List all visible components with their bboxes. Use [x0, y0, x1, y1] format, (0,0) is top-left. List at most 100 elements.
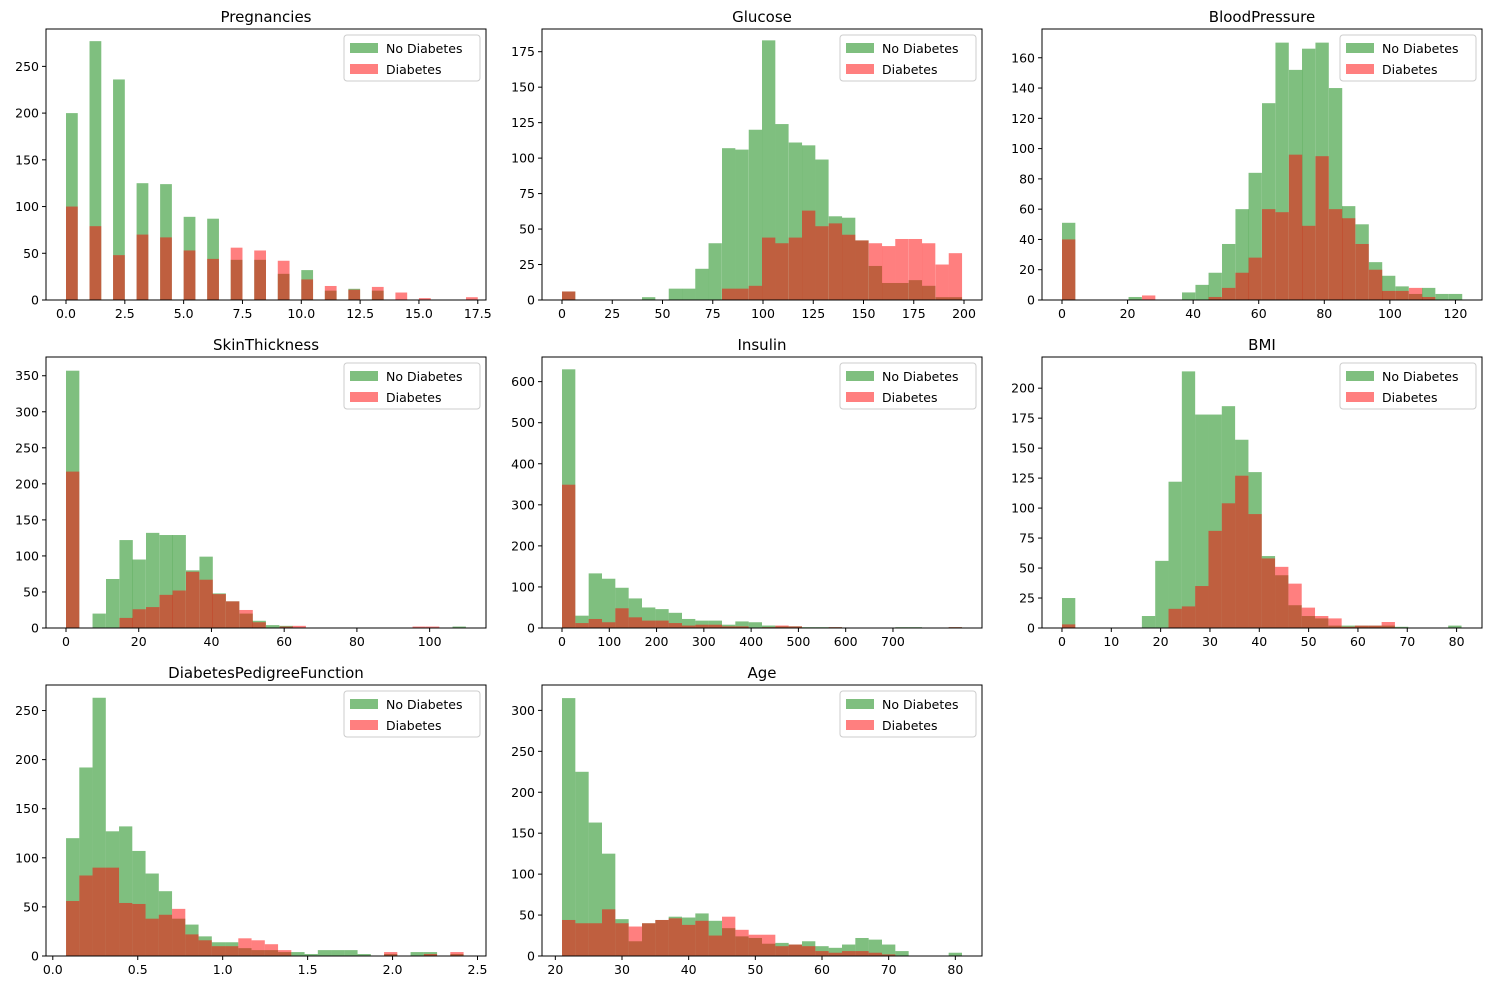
y-tick-label: 25 [1019, 591, 1035, 606]
histogram-bar [735, 621, 749, 628]
x-tick-label: 0.5 [128, 962, 148, 977]
histogram-bar [1195, 414, 1209, 628]
legend-label: Diabetes [386, 62, 442, 77]
histogram-bar [239, 609, 253, 628]
histogram-bar [1062, 239, 1076, 300]
histogram-bar [842, 944, 856, 956]
histogram-bar [158, 914, 173, 956]
histogram-bar [562, 484, 576, 628]
legend-swatch [1346, 371, 1374, 381]
histogram-bar [1061, 598, 1076, 628]
histogram-bar [628, 617, 642, 628]
histogram-bar [384, 952, 398, 956]
histogram-bar [1435, 293, 1449, 300]
histogram-bar [1181, 371, 1196, 628]
histogram-bar [1248, 514, 1262, 628]
axes-frame [541, 356, 983, 629]
histogram-bar [1328, 209, 1343, 300]
histogram-bar [186, 571, 200, 628]
y-tick-label: 200 [511, 785, 535, 800]
x-tick-label: 20 [131, 634, 147, 649]
x-tick-label: 7.5 [233, 306, 253, 321]
histogram-bar [1262, 209, 1276, 300]
histogram-bar [1422, 296, 1436, 300]
x-tick-label: 700 [881, 634, 905, 649]
histogram-bar [466, 297, 478, 300]
histogram-bar [225, 946, 239, 956]
histogram-bar [119, 540, 133, 628]
histogram-bar [207, 258, 219, 300]
histogram-bar [722, 916, 736, 956]
histogram-bar [762, 625, 776, 628]
histogram-bar [418, 298, 431, 300]
histogram-bar [735, 288, 749, 300]
histogram-bar [279, 626, 293, 628]
series-diabetes [66, 471, 440, 628]
y-tick-label: 0 [1027, 621, 1035, 636]
y-tick-label: 100 [15, 548, 39, 563]
y-tick-label: 100 [511, 579, 535, 594]
panel-bmi: 0 10 20 30 40 50 60 70 80 0 25 50 75 100 125 150 175 200 B… [1011, 336, 1483, 649]
y-tick-label: 100 [1011, 141, 1035, 156]
histogram-bar [66, 206, 78, 300]
histogram-bar [775, 625, 789, 628]
histogram-bar [1222, 287, 1236, 300]
x-tick-label: 70 [1399, 634, 1415, 649]
y-tick-label: 50 [23, 899, 39, 914]
y-tick-label: 200 [15, 106, 39, 121]
histogram-bar [1288, 154, 1303, 300]
histogram-bar [136, 234, 149, 300]
x-tick-label: 1.0 [213, 962, 233, 977]
histogram-bar [628, 926, 642, 956]
x-tick-label: 80 [349, 634, 365, 649]
y-tick-label: 300 [15, 404, 39, 419]
histogram-bar [788, 626, 802, 628]
y-tick-label: 75 [1019, 531, 1035, 546]
chart-title: Glucose [732, 8, 792, 26]
histogram-bar [1382, 290, 1396, 300]
histogram-bar [682, 924, 696, 956]
histogram-bar [1141, 616, 1156, 628]
legend-swatch [846, 392, 874, 402]
histogram-bar [1275, 212, 1289, 300]
y-tick-label: 100 [511, 151, 535, 166]
legend-label: No Diabetes [1382, 369, 1458, 384]
y-tick-label: 100 [511, 867, 535, 882]
x-tick-label: 25 [604, 306, 620, 321]
histogram-bar [301, 279, 314, 300]
histogram-bar [642, 620, 656, 628]
legend-label: Diabetes [882, 718, 938, 733]
y-tick-label: 50 [23, 246, 39, 261]
x-tick-label: 70 [881, 962, 897, 977]
x-tick-label: 600 [834, 634, 858, 649]
chart-title: Age [747, 664, 776, 682]
x-tick-label: 30 [1202, 634, 1218, 649]
panel-bloodpressure: 0 20 40 60 80 100 120 0 20 40 60 80 100 120 140 160 Bloo… [1011, 8, 1483, 321]
histogram-bar [588, 923, 602, 956]
histogram-bar [655, 919, 669, 956]
x-tick-label: 200 [645, 634, 669, 649]
y-tick-label: 600 [511, 374, 535, 389]
y-tick-label: 50 [1019, 561, 1035, 576]
y-tick-label: 150 [15, 801, 39, 816]
y-tick-label: 0 [527, 621, 535, 636]
x-tick-label: 60 [276, 634, 292, 649]
histogram-bar [145, 918, 159, 956]
y-tick-label: 20 [1019, 262, 1035, 277]
histogram-bar [682, 288, 696, 300]
x-tick-label: 50 [655, 306, 671, 321]
chart-title: BloodPressure [1209, 8, 1315, 26]
histogram-bar [1368, 269, 1383, 300]
x-tick-label: 60 [814, 962, 830, 977]
histogram-bar [1342, 218, 1356, 300]
x-tick-label: 400 [739, 634, 763, 649]
y-tick-label: 100 [15, 850, 39, 865]
x-tick-label: 0.0 [56, 306, 76, 321]
x-tick-label: 50 [747, 962, 763, 977]
x-tick-label: 100 [1378, 306, 1402, 321]
histogram-bar [722, 288, 736, 300]
x-tick-label: 100 [751, 306, 775, 321]
histogram-bar [722, 148, 736, 300]
histogram-bar [708, 935, 722, 956]
histogram-bar [615, 923, 629, 956]
